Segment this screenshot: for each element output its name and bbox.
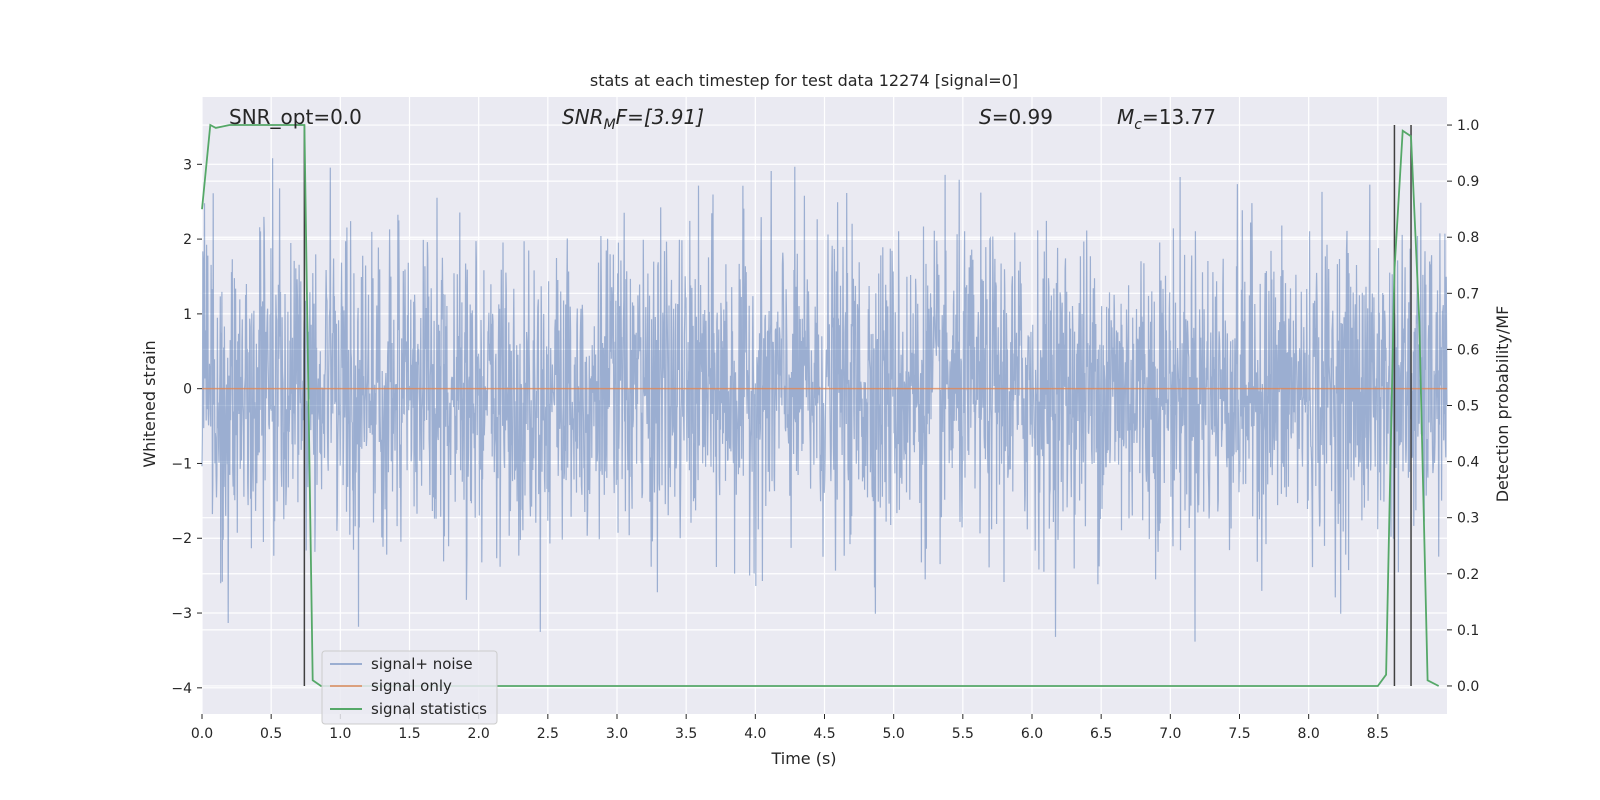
x-ticks: 0.0 0.5 1.0 1.5 2.0 2.5 3.0 3.5 4.0 4.5 5.0 5.5 6.0 6… [191, 714, 1389, 742]
x-tick-label-17: 8.5 [1367, 726, 1389, 742]
vertical-markers [303, 125, 1412, 686]
y-right-tick-label-8: 0.8 [1457, 230, 1479, 246]
series-signal-plus-noise [201, 158, 1448, 642]
s-tail: =0.99 [992, 105, 1053, 129]
y-axis-label: Whitened strain [140, 340, 159, 467]
x-tick-label-2: 1.0 [329, 726, 351, 742]
y-ticks-right: 0.0 0.1 0.2 0.3 0.4 0.5 0.6 0.7 0.8 0.9 1.0 [1447, 118, 1479, 695]
x-tick-label-10: 5.0 [883, 726, 905, 742]
y-tick-label-4: 0 [183, 382, 192, 398]
x-tick-label-9: 4.5 [813, 726, 835, 742]
y-right-tick-label-1: 0.1 [1457, 623, 1479, 639]
x-tick-label-14: 7.0 [1159, 726, 1181, 742]
y-tick-label-6: 2 [183, 232, 192, 248]
x-tick-label-1: 0.5 [260, 726, 282, 742]
annotation-snr-mf: SNRMF=[3.91] [562, 105, 704, 133]
y-right-tick-label-6: 0.6 [1457, 342, 1479, 358]
x-tick-label-11: 5.5 [952, 726, 974, 742]
mc-tail: =13.77 [1142, 105, 1216, 129]
legend-label-signal-statistics: signal statistics [371, 700, 487, 718]
legend: signal+ noise signal only signal statist… [321, 650, 498, 725]
legend-label-signal-only: signal only [371, 677, 452, 695]
y-right-tick-label-7: 0.7 [1457, 286, 1479, 302]
annotation-snr-opt: SNR_opt=0.0 [229, 105, 362, 129]
y-right-tick-label-3: 0.3 [1457, 511, 1479, 527]
s-main: S [979, 105, 992, 129]
x-tick-label-3: 1.5 [398, 726, 420, 742]
annotation-mc: Mc=13.77 [1117, 105, 1216, 133]
y-axis-label-right: Detection probability/MF [1493, 306, 1512, 503]
y-tick-label-1: −3 [171, 606, 192, 622]
y-right-tick-label-2: 0.2 [1457, 567, 1479, 583]
y-tick-label-7: 3 [183, 157, 192, 173]
x-tick-label-12: 6.0 [1021, 726, 1043, 742]
x-tick-label-5: 2.5 [537, 726, 559, 742]
y-right-tick-label-0: 0.0 [1457, 679, 1479, 695]
y-right-tick-label-9: 0.9 [1457, 174, 1479, 190]
legend-box [321, 650, 498, 725]
y-right-tick-label-4: 0.4 [1457, 455, 1479, 471]
x-tick-label-7: 3.5 [675, 726, 697, 742]
y-ticks-left: −4 −3 −2 −1 0 1 2 3 [171, 157, 202, 697]
x-tick-label-4: 2.0 [468, 726, 490, 742]
y-tick-label-2: −2 [171, 531, 192, 547]
legend-label-signal-plus-noise: signal+ noise [371, 655, 473, 673]
snr-mf-tail: F=[3.91] [616, 105, 704, 129]
x-tick-label-13: 6.5 [1090, 726, 1112, 742]
chart-title: stats at each timestep for test data 122… [590, 71, 1018, 90]
x-tick-label-0: 0.0 [191, 726, 213, 742]
snr-mf-sub: M [604, 117, 616, 133]
x-tick-label-8: 4.0 [744, 726, 766, 742]
annotation-s: S=0.99 [979, 105, 1053, 129]
signal-plus-noise-line [201, 158, 1448, 642]
y-tick-label-5: 1 [183, 307, 192, 323]
y-tick-label-0: −4 [171, 681, 192, 697]
y-right-tick-label-10: 1.0 [1457, 118, 1479, 134]
x-tick-label-15: 7.5 [1228, 726, 1250, 742]
mc-main: M [1117, 105, 1134, 129]
mc-sub: c [1134, 117, 1142, 133]
y-tick-label-3: −1 [171, 456, 192, 472]
snr-mf-main: SNR [562, 105, 604, 129]
x-tick-label-6: 3.0 [606, 726, 628, 742]
x-tick-label-16: 8.0 [1298, 726, 1320, 742]
y-right-tick-label-5: 0.5 [1457, 399, 1479, 415]
x-axis-label: Time (s) [770, 749, 836, 768]
